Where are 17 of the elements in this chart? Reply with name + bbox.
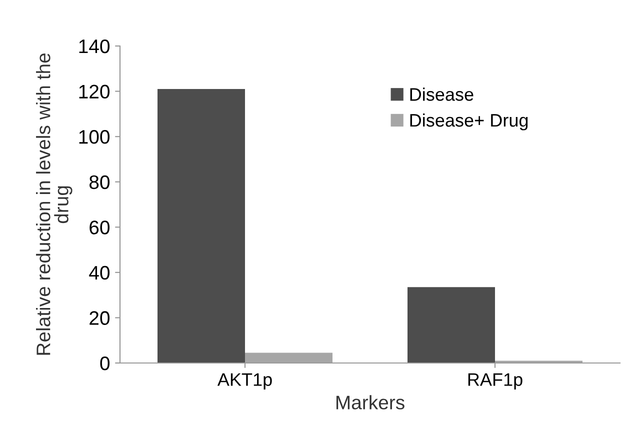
bar [245, 352, 332, 363]
y-tick-label: 0 [100, 356, 110, 370]
bar [408, 287, 495, 363]
y-tick-label: 80 [89, 175, 110, 190]
legend-label: Disease [410, 88, 474, 101]
y-tick-label: 60 [90, 220, 110, 234]
y-tick-label: 40 [89, 266, 110, 280]
x-axis-title: Markers [336, 395, 404, 410]
legend-label: Disease+ Drug [410, 113, 528, 130]
y-tick-label: 120 [79, 84, 110, 99]
y-tick-label: 140 [79, 39, 110, 54]
x-tick-label: AKT1p [217, 373, 272, 390]
bar [158, 89, 245, 363]
y-tick-label: 100 [79, 130, 110, 144]
y-axis-title: Relative reduction in levels with the drug [36, 54, 72, 355]
x-tick-label: RAF1p [468, 373, 522, 390]
y-tick-label: 20 [90, 311, 110, 325]
